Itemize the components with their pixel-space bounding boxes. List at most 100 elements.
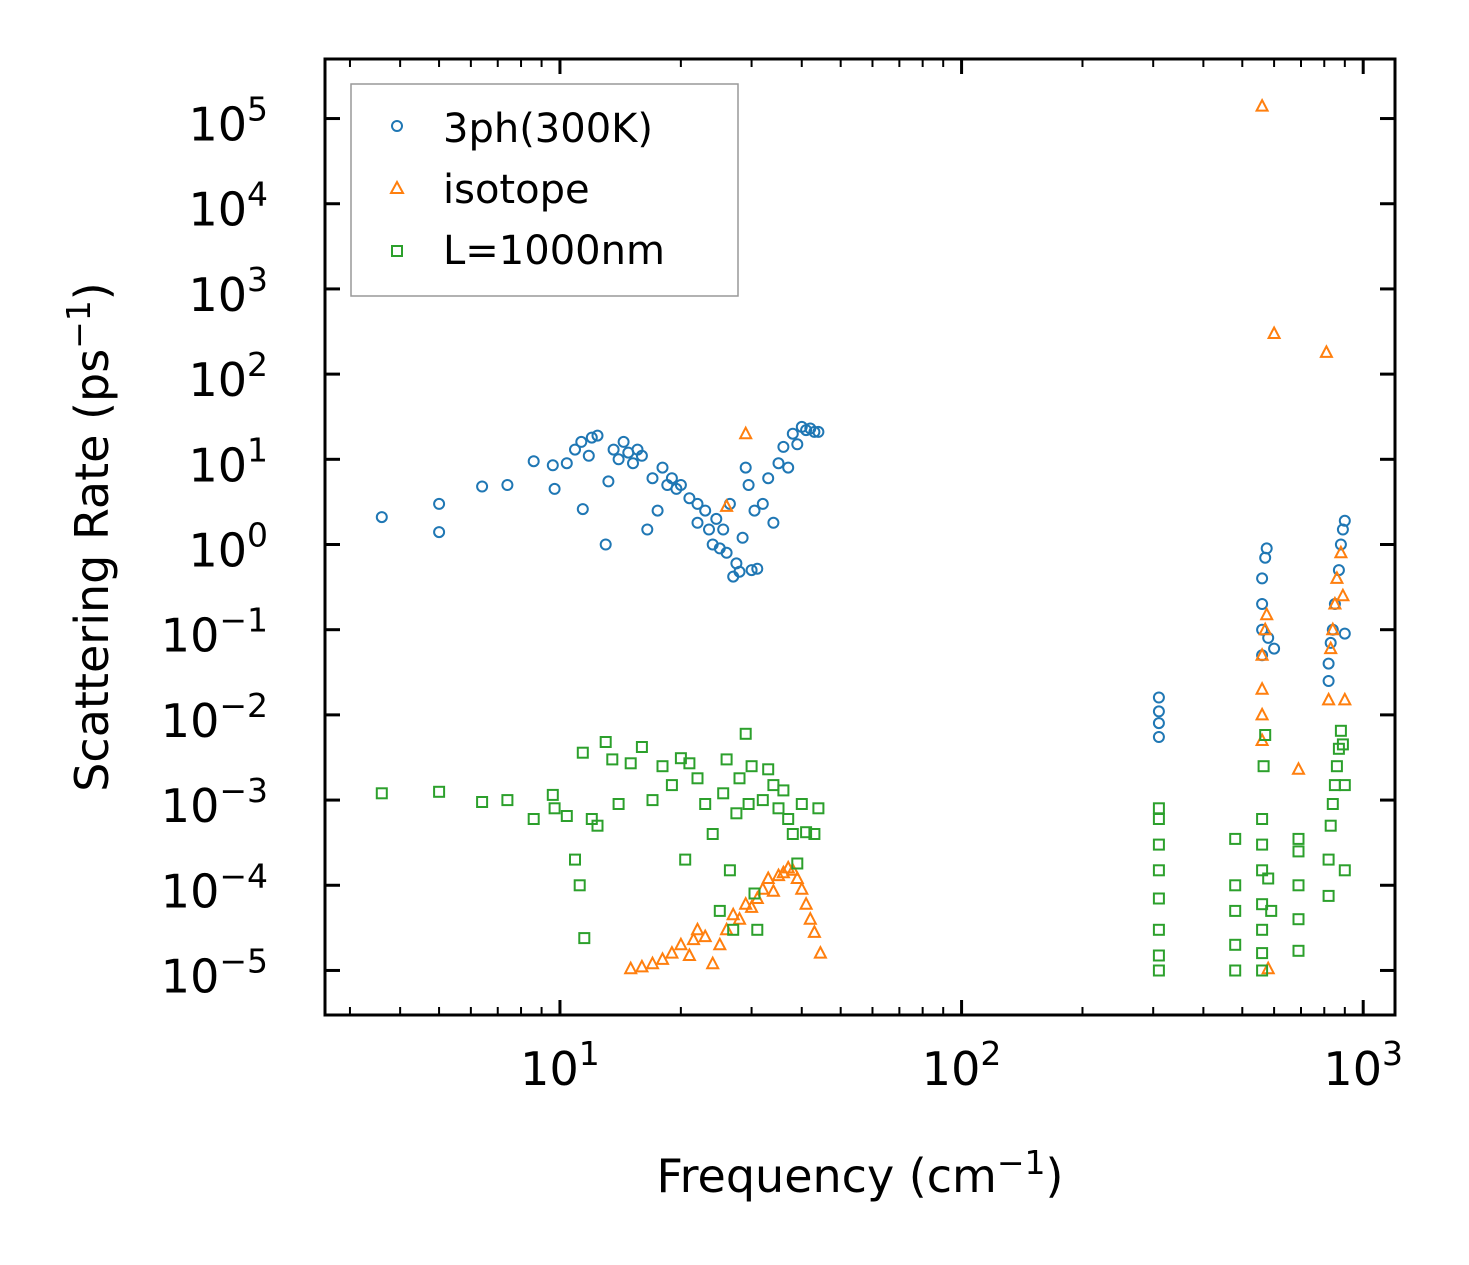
scatter-point-boundary (1338, 864, 1351, 877)
scatter-point-isotope (1258, 621, 1273, 636)
scatter-point-3ph (767, 516, 780, 529)
scatter-point-3ph (782, 461, 795, 474)
scatter-point-boundary (1256, 964, 1269, 977)
scatter-point-isotope (785, 862, 800, 876)
scatter-point-boundary (1152, 949, 1165, 962)
scatter-point-boundary (739, 727, 752, 740)
scatter-point-boundary (772, 802, 785, 815)
scatter-point-isotope (690, 921, 705, 936)
scatter-point-boundary (1229, 879, 1242, 892)
scatter-point-boundary (1152, 964, 1165, 977)
y-tick-label: 100 (188, 516, 268, 578)
scatter-point-boundary (791, 857, 804, 870)
scatter-point-boundary (635, 741, 648, 753)
scatter-point-3ph (607, 443, 620, 456)
scatter-point-boundary (501, 794, 514, 807)
scatter-point-3ph (1152, 731, 1165, 743)
scatter-point-boundary (1265, 904, 1278, 917)
scatter-point-isotope (1329, 570, 1345, 584)
scatter-point-3ph (1152, 691, 1165, 704)
scatter-point-boundary (706, 828, 719, 840)
scatter-point-3ph (527, 455, 540, 468)
scatter-point-3ph (739, 461, 752, 474)
scatter-point-3ph (742, 479, 755, 491)
scatter-point-isotope (1291, 761, 1306, 775)
scatter-point-boundary (1338, 779, 1351, 792)
scatter-point-boundary (578, 932, 591, 945)
scatter-point-3ph (762, 472, 775, 485)
scatter-point-boundary (560, 810, 573, 822)
scatter-point-boundary (576, 746, 589, 759)
scatter-point-3ph (717, 523, 730, 536)
scatter-point-boundary (713, 904, 726, 917)
scatter-point-3ph (1260, 542, 1273, 555)
scatter-point-boundary (656, 760, 669, 773)
scatter-point-3ph (691, 516, 704, 529)
scatter-point-isotope (1323, 640, 1338, 655)
scatter-point-boundary (1152, 864, 1165, 877)
scatter-point-boundary (1256, 898, 1269, 911)
scatter-point-isotope (732, 911, 747, 925)
scatter-point-boundary (720, 753, 733, 766)
scatter-point-isotope (1337, 691, 1352, 706)
legend-box (350, 83, 739, 297)
scatter-point-isotope (1319, 344, 1334, 358)
scatter-point-3ph (433, 526, 446, 539)
scatter-point-boundary (723, 864, 736, 877)
scatter-point-boundary (612, 798, 625, 810)
scatter-point-boundary (1152, 838, 1165, 851)
scatter-point-3ph (748, 504, 761, 517)
scatter-point-boundary (767, 779, 780, 792)
scatter-point-3ph (683, 492, 696, 505)
scatter-point-3ph (751, 562, 764, 575)
scatter-point-isotope (705, 955, 720, 970)
scatter-point-boundary (1324, 819, 1337, 832)
scatter-point-3ph (1152, 705, 1165, 718)
scatter-point-boundary (786, 828, 799, 840)
scatter-point-boundary (777, 784, 790, 797)
scatter-point-3ph (699, 504, 712, 517)
y-axis-title: Scattering Rate (ps−1) (59, 282, 119, 792)
scatter-point-boundary (591, 819, 604, 832)
scatter-point-isotope (1254, 647, 1270, 661)
scatter-point-isotope (813, 944, 828, 959)
legend-marker-boundary (391, 245, 403, 257)
scatter-point-isotope (682, 947, 697, 961)
scatter-point-isotope (744, 899, 759, 913)
scatter-point-boundary (1257, 760, 1270, 773)
scatter-point-3ph (569, 443, 581, 456)
scatter-point-boundary (665, 779, 678, 792)
scatter-point-3ph (501, 479, 514, 491)
scatter-point-boundary (548, 802, 561, 815)
y-tick-label: 10−3 (161, 771, 268, 833)
y-tick-label: 101 (188, 430, 268, 492)
scatter-point-3ph (635, 449, 648, 462)
scatter-point-boundary (1328, 779, 1341, 792)
scatter-point-isotope (1259, 606, 1274, 621)
scatter-point-3ph (1322, 657, 1335, 670)
scatter-point-boundary (1229, 832, 1242, 845)
scatter-point-boundary (599, 736, 612, 748)
legend-label-isotope: isotope (443, 167, 590, 213)
scatter-point-boundary (546, 788, 559, 801)
scatter-point-boundary (812, 802, 825, 815)
scatter-point-boundary (646, 794, 659, 807)
scatter-point-isotope (1335, 587, 1351, 602)
scatter-point-isotope (686, 931, 701, 946)
scatter-point-isotope (634, 958, 650, 973)
scatter-point-boundary (745, 760, 758, 773)
scatter-point-boundary (1229, 964, 1242, 977)
scatter-point-isotope (1254, 97, 1270, 112)
scatter-point-isotope (1261, 960, 1276, 975)
scatter-point-boundary (433, 785, 446, 798)
scatter-point-boundary (756, 794, 769, 807)
scatter-point-3ph (1268, 642, 1281, 655)
scatter-point-3ph (656, 461, 669, 474)
scatter-point-3ph (745, 564, 758, 577)
scatter-point-boundary (717, 787, 730, 800)
scatter-point-3ph (1256, 572, 1269, 585)
scatter-point-isotope (698, 928, 713, 943)
scatter-point-boundary (1256, 813, 1269, 825)
legend-label-3ph: 3ph(300K) (443, 106, 653, 152)
